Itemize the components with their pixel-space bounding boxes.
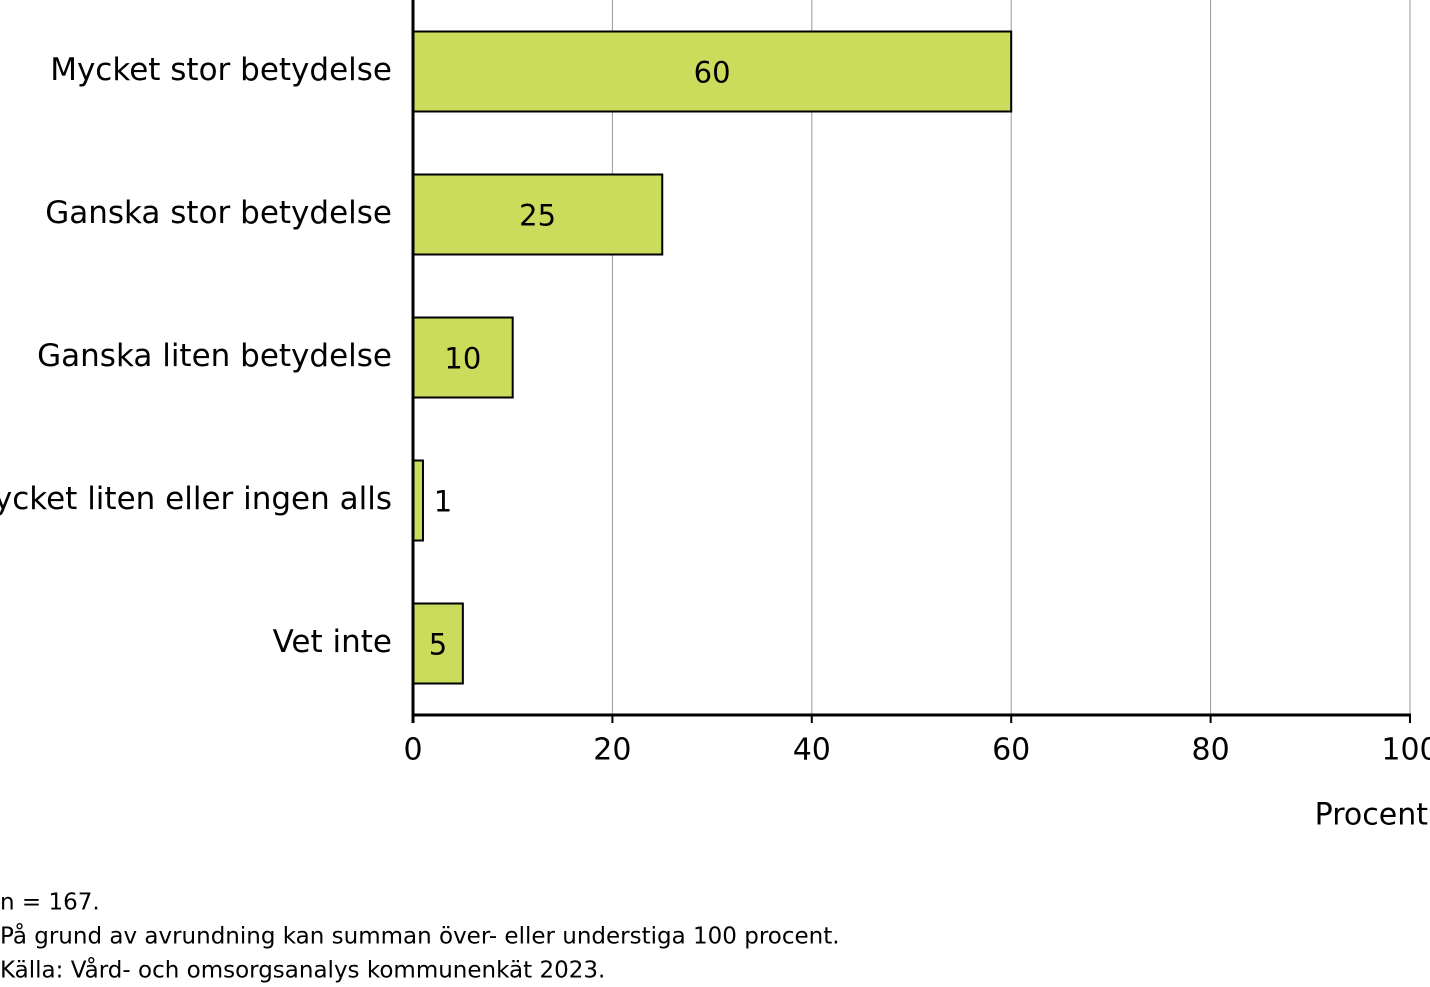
bar [412,30,1013,113]
footnote: n = 167. [0,890,100,916]
value-label: 25 [519,199,556,233]
x-tick-label: 0 [403,733,422,768]
y-tick-label: Vet inte [273,624,392,660]
x-tick-label: 20 [593,733,631,768]
y-tick-label: Mycket liten eller ingen alls [0,481,392,517]
value-label: 10 [444,342,481,376]
value-label: 60 [694,56,731,90]
y-tick-label: Mycket stor betydelse [50,52,392,88]
y-tick-label: Ganska liten betydelse [37,338,392,374]
x-axis-label: Procent [1315,798,1429,833]
x-tick-label: 60 [992,733,1030,768]
value-label: 5 [429,628,447,662]
value-label: 1 [434,485,452,519]
footnote: Källa: Vård- och omsorgsanalys kommunenk… [0,956,605,984]
x-tick-label: 80 [1192,733,1230,768]
x-tick-label: 40 [793,733,831,768]
y-tick-label: Ganska stor betydelse [45,195,392,231]
x-tick-label: 100 [1381,733,1430,768]
footnote: På grund av avrundning kan summan över- … [0,922,840,950]
bar [412,173,664,256]
